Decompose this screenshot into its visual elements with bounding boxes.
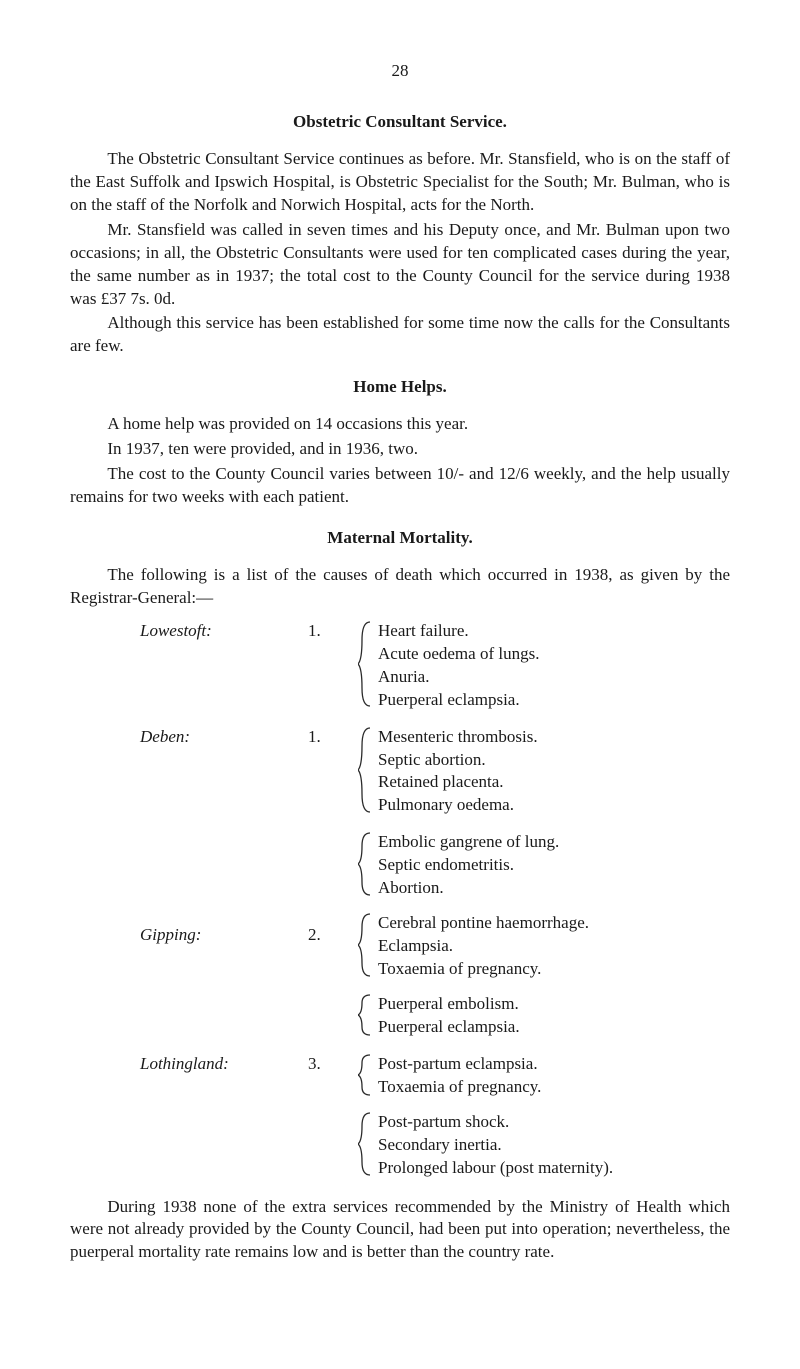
cause-line: Heart failure. [378,620,730,643]
obstetric-p2: Mr. Stansfield was called in seven times… [70,219,730,311]
district-num: 2. [308,831,354,1039]
obstetric-block: The Obstetric Consultant Service continu… [70,148,730,358]
cause-list: Post-partum eclampsia. Toxaemia of pregn… [378,1053,730,1099]
gipping-row: Gipping: 2. Embolic gangrene of lung. Se… [140,831,730,1039]
obstetric-p3: Although this service has been establish… [70,312,730,358]
maternal-intro: The following is a list of the causes of… [70,564,730,610]
lothingland-row: Lothingland: 3. Post-partum eclampsia. T… [140,1053,730,1180]
cause-line: Mesenteric thrombosis. [378,726,730,749]
cause-line: Embolic gangrene of lung. [378,831,730,854]
home-helps-title: Home Helps. [70,376,730,399]
cause-line: Puerperal embolism. [378,993,730,1016]
cause-line: Puerperal eclampsia. [378,1016,730,1039]
page-number: 28 [70,60,730,83]
district-label: Lothingland: [140,1053,308,1076]
district-num: 1. [308,620,354,643]
home-helps-block: A home help was provided on 14 occasions… [70,413,730,509]
cause-line: Toxaemia of pregnancy. [378,1076,730,1099]
cause-list: Cerebral pontine haemorrhage. Eclampsia.… [378,912,730,981]
brace-icon [358,912,374,981]
cause-line: Prolonged labour (post maternity). [378,1157,730,1180]
cause-line: Post-partum eclampsia. [378,1053,730,1076]
district-label: Deben: [140,726,308,749]
cause-list: Embolic gangrene of lung. Septic endomet… [378,831,730,900]
cause-line: Acute oedema of lungs. [378,643,730,666]
brace-icon [358,726,374,814]
cause-line: Septic abortion. [378,749,730,772]
home-helps-p2: In 1937, ten were provided, and in 1936,… [70,438,730,461]
district-num: 3. [308,1053,354,1076]
district-num: 1. [308,726,354,749]
maternal-closing: During 1938 none of the extra services r… [70,1196,730,1265]
cause-list: Post-partum shock. Secondary inertia. Pr… [378,1111,730,1180]
cause-line: Post-partum shock. [378,1111,730,1134]
cause-line: Abortion. [378,877,730,900]
cause-line: Pulmonary oedema. [378,794,730,817]
home-helps-p3: The cost to the County Council varies be… [70,463,730,509]
brace-icon [358,993,374,1039]
cause-line: Puerperal eclampsia. [378,689,730,712]
deben-row: Deben: 1. Mesenteric thrombosis. Septic … [140,726,730,818]
cause-line: Anuria. [378,666,730,689]
cause-list: Puerperal embolism. Puerperal eclampsia. [378,993,730,1039]
brace-icon [358,620,374,708]
lowestoft-row: Lowestoft: 1. Heart failure. Acute oedem… [140,620,730,712]
cause-line: Toxaemia of pregnancy. [378,958,730,981]
home-helps-p1: A home help was provided on 14 occasions… [70,413,730,436]
cause-line: Secondary inertia. [378,1134,730,1157]
cause-line: Eclampsia. [378,935,730,958]
brace-icon [358,831,374,900]
cause-line: Retained placenta. [378,771,730,794]
cause-line: Cerebral pontine haemorrhage. [378,912,730,935]
district-label: Gipping: [140,831,308,1039]
brace-icon [358,1053,374,1099]
obstetric-p1: The Obstetric Consultant Service continu… [70,148,730,217]
maternal-title: Maternal Mortality. [70,527,730,550]
brace-icon [358,1111,374,1180]
cause-list: Heart failure. Acute oedema of lungs. An… [378,620,730,712]
obstetric-title: Obstetric Consultant Service. [70,111,730,134]
cause-list: Mesenteric thrombosis. Septic abortion. … [378,726,730,818]
district-label: Lowestoft: [140,620,308,643]
cause-line: Septic endometritis. [378,854,730,877]
